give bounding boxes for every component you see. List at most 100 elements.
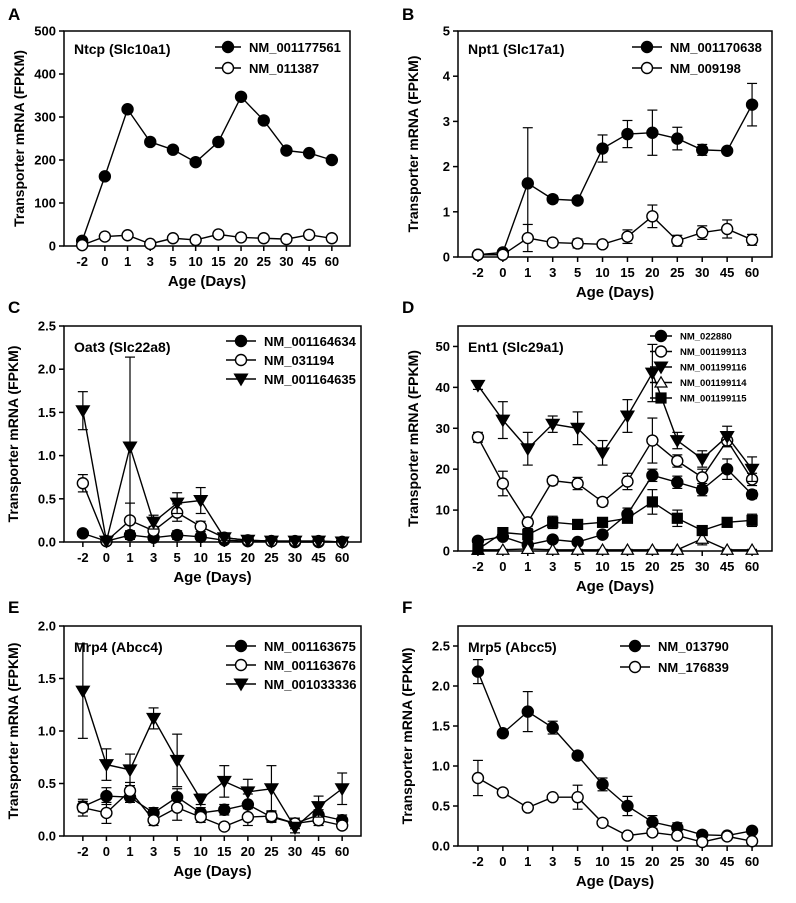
data-point: [694, 453, 710, 467]
series-nm-022880: [471, 458, 759, 552]
panel-a: A 0 100 200 300 400 500 -2 0 1 3 5 10 15 20 25 30 45 60 Age…: [8, 5, 351, 290]
x-tick-label: 20: [241, 844, 255, 859]
y-tick-label: 100: [34, 196, 56, 211]
data-point: [280, 144, 293, 157]
data-point: [745, 542, 760, 555]
data-point: [719, 430, 735, 444]
data-point: [472, 543, 484, 555]
data-point: [75, 238, 89, 252]
y-tick-label: 0: [49, 239, 56, 254]
series-nm-001163675: [76, 787, 349, 830]
data-point: [671, 132, 684, 145]
series-nm-001164635: [75, 356, 350, 550]
series-line: [477, 777, 753, 843]
data-point: [218, 820, 231, 833]
x-tick-label: 10: [188, 254, 202, 269]
x-tick-label: 60: [325, 254, 339, 269]
y-tick-label: 1.0: [38, 724, 56, 739]
x-tick-label: 30: [279, 254, 293, 269]
data-point: [212, 228, 225, 241]
data-point: [646, 826, 659, 839]
data-point: [470, 379, 486, 393]
legend-label: NM_001199116: [680, 363, 747, 374]
legend-label: NM_001033336: [264, 677, 357, 692]
plot-frame: [457, 30, 773, 258]
x-tick-label: 3: [549, 265, 556, 280]
y-tick-label: 400: [34, 67, 56, 82]
data-point: [76, 477, 90, 490]
x-tick-label: 5: [174, 844, 181, 859]
x-axis-label: Age (Days): [576, 284, 654, 301]
y-axis-label: Transporter mRNA (FPKM): [5, 643, 21, 820]
x-tick-label: 0: [499, 854, 506, 869]
data-point: [621, 512, 634, 524]
series-nm-001199116: [470, 343, 760, 483]
panel-letter: B: [402, 5, 414, 24]
data-point: [745, 233, 759, 247]
data-point: [495, 542, 510, 555]
data-point: [570, 422, 586, 436]
legend-label: NM_011387: [249, 61, 319, 76]
data-point: [521, 516, 534, 529]
x-tick-label: 10: [193, 550, 207, 565]
data-point: [496, 786, 510, 799]
y-tick-label: 0.5: [38, 491, 56, 506]
data-point: [287, 822, 303, 835]
panel-letter: C: [8, 298, 20, 317]
x-tick-label: -2: [77, 844, 89, 859]
legend-marker: [234, 334, 248, 348]
data-point: [571, 791, 584, 804]
data-point: [302, 228, 316, 242]
gene-title: Npt1 (Slc17a1): [468, 41, 564, 57]
legend-marker: [233, 373, 249, 387]
data-point: [596, 778, 609, 791]
x-tick-label: 3: [549, 854, 556, 869]
data-point: [216, 532, 232, 546]
data-point: [234, 90, 248, 103]
data-point: [280, 232, 293, 246]
series-line: [82, 410, 343, 543]
x-axis-label: Age (Days): [173, 863, 251, 880]
legend-label: NM_001199113: [680, 347, 747, 358]
series-line: [82, 482, 343, 543]
x-tick-label: 45: [720, 854, 734, 869]
data-point: [646, 210, 659, 223]
data-point: [170, 801, 184, 814]
x-tick-label: 0: [103, 844, 110, 859]
data-point: [496, 477, 510, 490]
data-point: [189, 233, 202, 247]
panel-letter: A: [8, 5, 20, 24]
data-point: [194, 530, 207, 544]
x-tick-label: 1: [126, 550, 133, 565]
x-tick-label: 20: [645, 854, 659, 869]
gene-title: Ntcp (Slc10a1): [74, 41, 170, 57]
data-point: [596, 528, 609, 541]
series-nm-001177561: [75, 90, 339, 248]
x-tick-label: 45: [302, 254, 316, 269]
data-point: [696, 835, 709, 849]
data-point: [194, 810, 207, 824]
data-point: [671, 476, 684, 489]
data-point: [671, 234, 684, 247]
data-point: [645, 542, 660, 555]
data-point: [76, 801, 90, 814]
data-point: [720, 542, 735, 555]
data-point: [257, 232, 270, 245]
y-tick-label: 1.5: [38, 405, 56, 420]
x-tick-label: 60: [335, 844, 349, 859]
data-point: [335, 819, 349, 832]
x-tick-label: 5: [574, 265, 581, 280]
data-point: [98, 170, 112, 183]
data-point: [241, 810, 255, 824]
legend-marker: [654, 345, 668, 358]
legend-marker: [234, 353, 248, 367]
panel-e: E 0.0 0.5 1.0 1.5 2.0 -2 0 1 3 5 10 15 20 25 30 45 60 Age …: [5, 598, 362, 880]
data-point: [670, 542, 685, 555]
data-point: [594, 447, 611, 461]
y-tick-label: 2.0: [432, 679, 450, 694]
data-point: [471, 771, 485, 785]
x-tick-label: 10: [193, 844, 207, 859]
y-tick-label: 4: [443, 69, 451, 84]
data-point: [495, 414, 511, 428]
y-tick-label: 2: [443, 159, 450, 174]
